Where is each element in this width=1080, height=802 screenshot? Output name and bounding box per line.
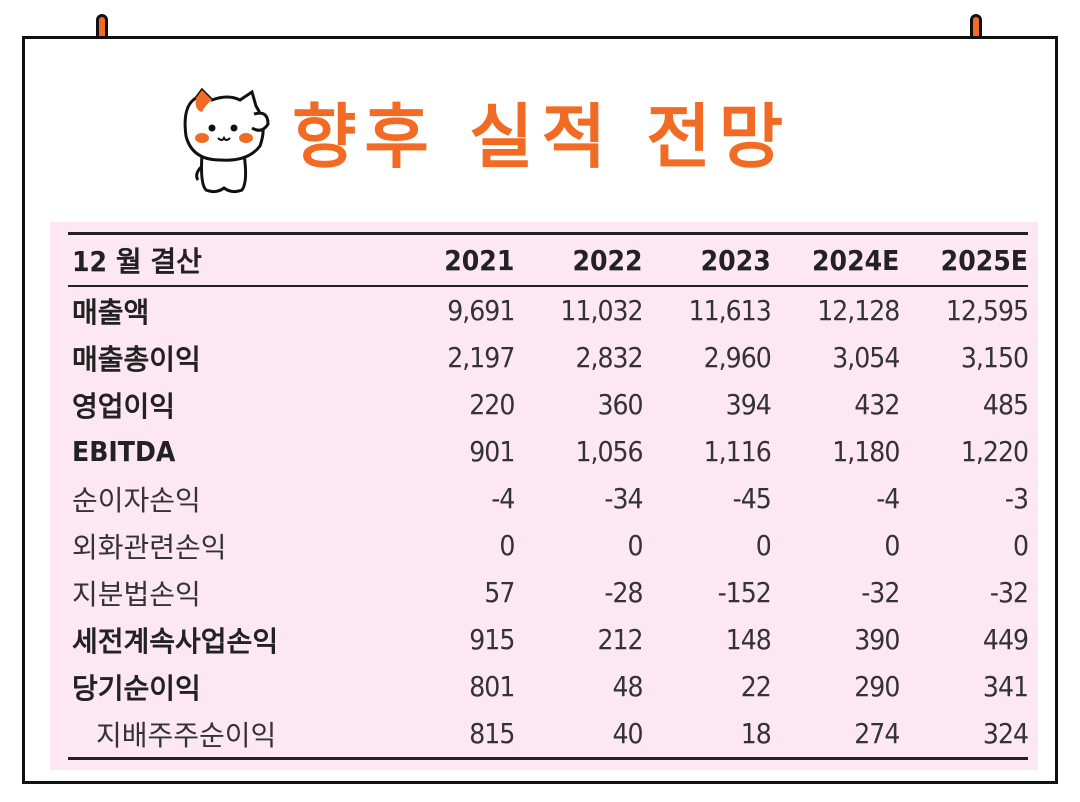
cell-value: -152	[717, 576, 772, 609]
row-label: 순이자손익	[72, 483, 201, 517]
cell-value: 40	[612, 717, 644, 750]
cell-value: 220	[469, 388, 515, 421]
row-label: 영업이익	[72, 389, 176, 423]
cell-value: 3,054	[832, 341, 900, 374]
cell-value: 11,613	[688, 294, 772, 327]
cell-value: -34	[604, 482, 643, 515]
cell-value: 12,595	[945, 294, 1029, 327]
cell-value: 1,220	[960, 435, 1029, 468]
cell-value: 324	[982, 717, 1029, 750]
cell-value: 801	[469, 670, 515, 703]
cell-value: 0	[627, 529, 644, 562]
cell-value: 148	[725, 623, 772, 656]
cell-value: 915	[469, 623, 515, 656]
table-row: 외화관련손익 0 0 0 0 0	[68, 522, 1029, 569]
row-label: 당기순이익	[72, 671, 201, 705]
cell-value: -32	[861, 576, 900, 609]
cell-value: 390	[854, 623, 900, 656]
cell-value: -3	[1004, 482, 1029, 515]
table-row: 매출총이익 2,197 2,832 2,960 3,054 3,150	[68, 334, 1029, 381]
cell-value: 290	[854, 670, 900, 703]
cell-value: 18	[740, 717, 772, 750]
table-row: EBITDA 901 1,056 1,116 1,180 1,220	[68, 428, 1029, 475]
cell-value: 3,150	[960, 341, 1029, 374]
cell-value: -45	[732, 482, 772, 515]
table-row: 세전계속사업손익 915 212 148 390 449	[68, 616, 1029, 663]
cell-value: 394	[725, 388, 772, 421]
table-row: 매출액 9,691 11,032 11,613 12,128 12,595	[68, 286, 1029, 334]
cell-value: 9,691	[447, 294, 515, 327]
table-row: 지분법손익 57 -28 -152 -32 -32	[68, 569, 1029, 616]
header-2024e: 2024E	[812, 243, 900, 277]
financial-table-panel: 12 월 결산 2021 2022 2023 2024E 2025E 매출액 9,…	[50, 222, 1038, 770]
table-row: 영업이익 220 360 394 432 485	[68, 381, 1029, 428]
page-title: 향후 실적 전망	[292, 96, 792, 178]
cell-value: 48	[612, 670, 644, 703]
cell-value: 1,056	[575, 435, 643, 468]
header-period: 12 월 결산	[72, 245, 202, 278]
cell-value: 0	[499, 529, 515, 562]
header-2023: 2023	[700, 243, 771, 277]
cell-value: -32	[989, 576, 1029, 609]
cell-value: -4	[491, 482, 515, 515]
cell-value: 0	[1012, 529, 1029, 562]
cell-value: -4	[876, 482, 900, 515]
cell-value: 22	[740, 670, 772, 703]
cell-value: 360	[597, 388, 643, 421]
cell-value: 341	[982, 670, 1029, 703]
header-2022: 2022	[572, 243, 643, 277]
row-label: 외화관련손익	[72, 530, 227, 564]
cell-value: 432	[854, 388, 900, 421]
cell-value: 212	[597, 623, 643, 656]
table-row: 순이자손익 -4 -34 -45 -4 -3	[68, 475, 1029, 522]
cell-value: 901	[469, 435, 515, 468]
table-header-row: 12 월 결산 2021 2022 2023 2024E 2025E	[68, 233, 1028, 286]
header-2025e: 2025E	[940, 243, 1028, 277]
row-label: 지배주주순이익	[96, 718, 277, 752]
cell-value: 57	[484, 576, 515, 609]
cell-value: 12,128	[817, 294, 900, 327]
row-label: 세전계속사업손익	[72, 624, 279, 658]
cell-value: 1,180	[832, 435, 900, 468]
cell-value: 449	[982, 623, 1029, 656]
cell-value: 2,832	[575, 341, 643, 374]
cell-value: 0	[755, 529, 772, 562]
financial-forecast-table: 12 월 결산 2021 2022 2023 2024E 2025E 매출액 9,…	[68, 232, 1029, 760]
cell-value: 2,197	[447, 341, 515, 374]
row-label: 매출액	[72, 295, 150, 329]
cell-value: -28	[604, 576, 643, 609]
cell-value: 2,960	[703, 341, 772, 374]
table-row: 지배주주순이익 815 40 18 274 324	[68, 710, 1029, 759]
header-2021: 2021	[444, 243, 515, 277]
cell-value: 485	[982, 388, 1029, 421]
cell-value: 1,116	[703, 435, 772, 468]
cell-value: 815	[469, 717, 515, 750]
cell-value: 0	[884, 529, 900, 562]
table-row: 당기순이익 801 48 22 290 341	[68, 663, 1029, 710]
row-label: 매출총이익	[72, 342, 201, 376]
cat-mascot-icon	[183, 87, 270, 194]
row-label: EBITDA	[72, 435, 176, 468]
cell-value: 274	[854, 717, 900, 750]
cell-value: 11,032	[560, 294, 643, 327]
row-label: 지분법손익	[72, 577, 201, 611]
